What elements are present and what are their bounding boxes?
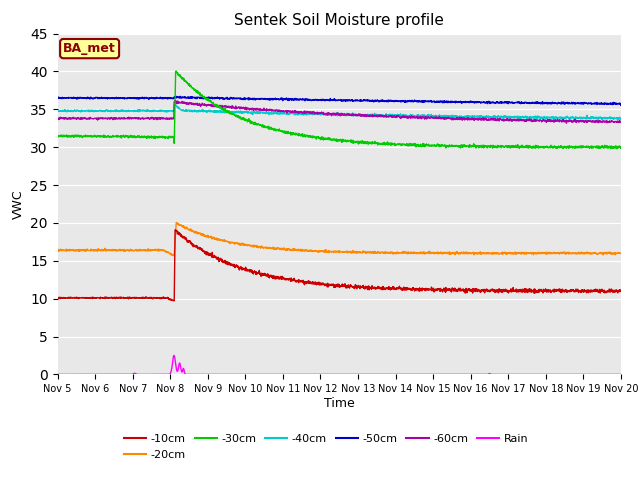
-20cm xyxy=(83,248,90,253)
Rain xyxy=(497,372,505,377)
-30cm xyxy=(497,145,505,151)
-40cm xyxy=(171,102,179,108)
Title: Sentek Soil Moisture profile: Sentek Soil Moisture profile xyxy=(234,13,444,28)
Text: BA_met: BA_met xyxy=(63,42,116,55)
-40cm xyxy=(601,114,609,120)
Line: -50cm: -50cm xyxy=(58,96,621,105)
-10cm xyxy=(170,298,178,304)
-10cm xyxy=(172,227,179,233)
Legend: -10cm, -20cm, -30cm, -40cm, -50cm, -60cm, Rain: -10cm, -20cm, -30cm, -40cm, -50cm, -60cm… xyxy=(120,430,532,464)
Rain xyxy=(601,372,609,377)
-10cm xyxy=(313,280,321,286)
Rain xyxy=(83,372,90,377)
-30cm xyxy=(83,133,90,139)
Rain xyxy=(313,372,321,377)
Line: -40cm: -40cm xyxy=(58,105,621,120)
-30cm xyxy=(54,132,61,138)
-10cm xyxy=(601,288,609,294)
Rain xyxy=(170,353,178,359)
-40cm xyxy=(617,117,625,122)
-20cm xyxy=(601,250,609,256)
-40cm xyxy=(598,117,606,122)
-50cm xyxy=(600,101,608,107)
-60cm xyxy=(563,120,570,126)
-30cm xyxy=(313,134,321,140)
-20cm xyxy=(170,253,178,259)
-60cm xyxy=(171,97,179,103)
-10cm xyxy=(83,295,90,300)
-20cm xyxy=(54,248,61,253)
-10cm xyxy=(617,288,625,294)
Line: -20cm: -20cm xyxy=(58,222,621,256)
-30cm xyxy=(613,146,621,152)
-20cm xyxy=(173,219,180,225)
-60cm xyxy=(328,111,335,117)
-50cm xyxy=(617,102,625,108)
-40cm xyxy=(54,108,61,114)
-30cm xyxy=(601,143,609,148)
-20cm xyxy=(617,251,625,256)
Y-axis label: VWC: VWC xyxy=(12,189,25,219)
-60cm xyxy=(601,120,609,125)
-40cm xyxy=(601,116,609,122)
Rain xyxy=(328,372,335,377)
-50cm xyxy=(54,95,61,101)
-60cm xyxy=(83,116,90,121)
-20cm xyxy=(328,249,336,255)
-60cm xyxy=(313,109,321,115)
Rain xyxy=(617,372,625,377)
-40cm xyxy=(313,111,321,117)
-60cm xyxy=(54,116,61,121)
Line: Rain: Rain xyxy=(58,356,621,374)
-60cm xyxy=(601,119,609,125)
-20cm xyxy=(313,249,321,254)
-50cm xyxy=(83,96,90,102)
-20cm xyxy=(601,250,609,255)
Line: -30cm: -30cm xyxy=(58,71,621,149)
-10cm xyxy=(54,294,61,300)
-50cm xyxy=(497,99,505,105)
-30cm xyxy=(172,68,180,74)
Rain xyxy=(600,372,608,377)
-10cm xyxy=(601,288,609,294)
-40cm xyxy=(328,111,335,117)
-50cm xyxy=(313,97,321,103)
-10cm xyxy=(328,282,336,288)
Rain xyxy=(54,372,61,377)
-10cm xyxy=(498,289,506,295)
-50cm xyxy=(176,94,184,99)
-60cm xyxy=(497,117,505,122)
-40cm xyxy=(497,114,505,120)
-30cm xyxy=(617,145,625,151)
Line: -10cm: -10cm xyxy=(58,230,621,301)
-60cm xyxy=(617,119,625,124)
-30cm xyxy=(600,144,608,150)
X-axis label: Time: Time xyxy=(324,397,355,410)
-50cm xyxy=(601,100,609,106)
-40cm xyxy=(83,108,90,113)
-30cm xyxy=(328,138,335,144)
-20cm xyxy=(498,250,506,256)
-50cm xyxy=(328,97,335,103)
Line: -60cm: -60cm xyxy=(58,100,621,123)
